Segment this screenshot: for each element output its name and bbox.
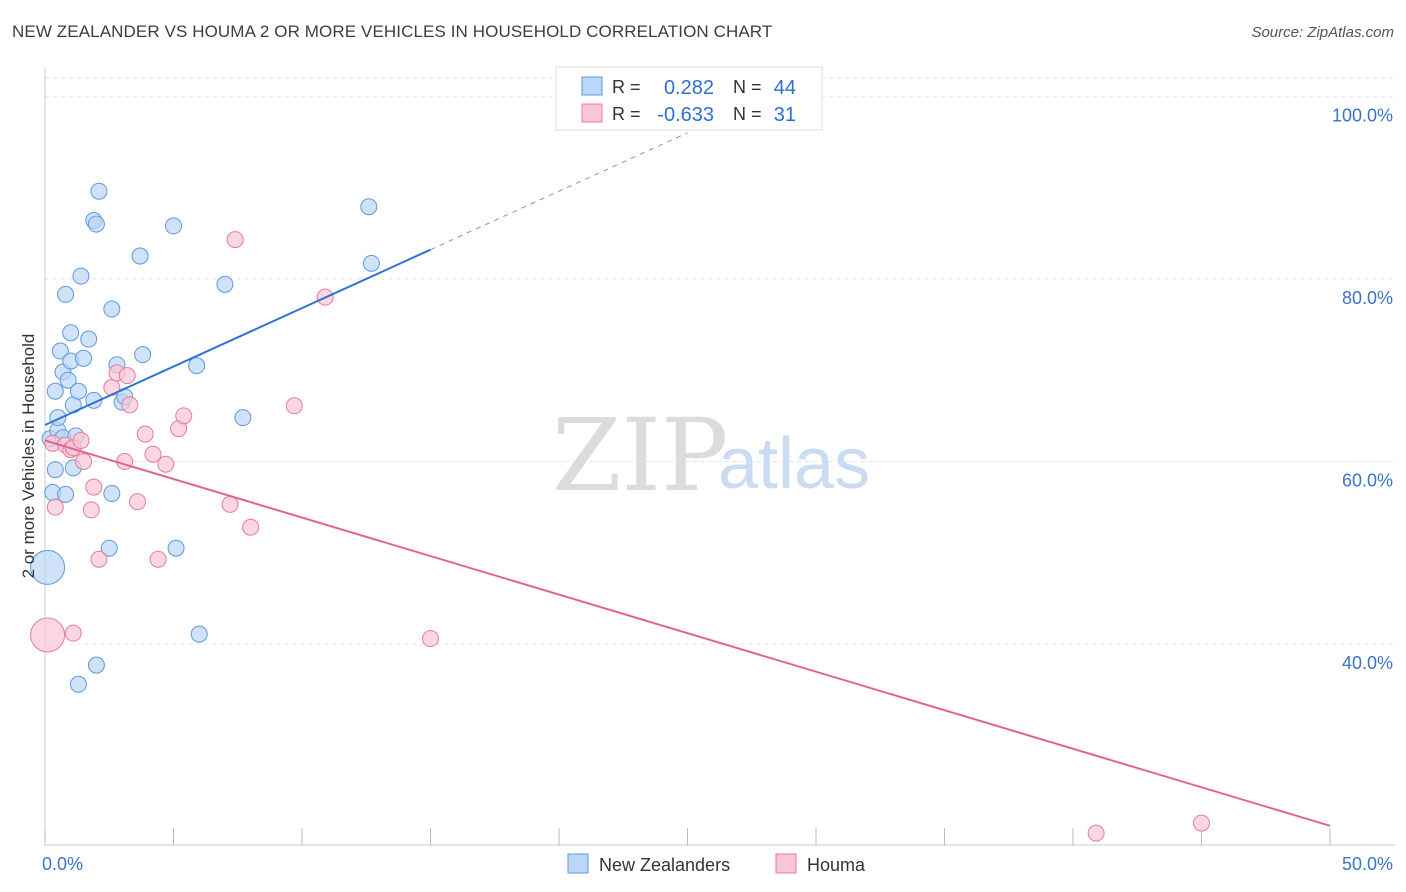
data-point: [59, 371, 77, 389]
data-point: [85, 478, 103, 496]
watermark-zip: ZIP: [552, 397, 728, 514]
stats-n-label-2: N =: [733, 104, 762, 124]
data-point: [75, 349, 93, 367]
data-point: [30, 549, 66, 585]
data-point: [157, 455, 175, 473]
trend-line-new-zealanders: [44, 248, 431, 426]
data-point: [129, 493, 147, 511]
y-tick-label: 40.0%: [1342, 653, 1393, 673]
y-tick-label: 60.0%: [1342, 471, 1393, 491]
data-point: [103, 300, 121, 318]
data-point: [51, 342, 69, 360]
stats-r-label-1: R =: [612, 77, 641, 97]
data-point: [46, 382, 64, 400]
stats-box: R = 0.282 N = 44 R = -0.633 N = 31: [555, 66, 823, 131]
data-point: [118, 367, 136, 385]
stats-n-value-2: 31: [774, 104, 796, 126]
data-point: [1193, 814, 1210, 832]
y-axis-label: 2 or more Vehicles in Household: [19, 334, 38, 579]
data-point: [64, 624, 82, 642]
data-point: [190, 625, 208, 643]
data-point: [46, 498, 64, 516]
data-point: [30, 617, 66, 653]
x-tick-label-min: 0.0%: [42, 854, 83, 874]
data-point: [69, 675, 87, 693]
data-point: [221, 495, 239, 513]
data-point: [100, 539, 118, 557]
x-tick-label-max: 50.0%: [1342, 854, 1393, 874]
data-point: [422, 630, 439, 648]
axes: [44, 68, 1395, 846]
series-houma: [30, 231, 1210, 842]
data-point: [226, 231, 244, 249]
stats-r-label-2: R =: [612, 104, 641, 124]
data-point: [188, 357, 206, 375]
data-point: [242, 518, 260, 536]
data-point: [144, 445, 162, 463]
data-point: [285, 397, 303, 415]
data-point: [234, 409, 252, 427]
stats-r-value-2: -0.633: [657, 104, 714, 126]
data-point: [75, 453, 93, 470]
trend-line-houma: [44, 439, 1331, 827]
data-point: [121, 396, 139, 414]
trend-lines: [44, 132, 1331, 827]
data-point: [80, 330, 98, 348]
data-point: [131, 247, 149, 265]
y-tick-label: 100.0%: [1332, 105, 1393, 125]
data-point: [360, 198, 378, 216]
data-point: [90, 182, 108, 200]
stats-n-value-1: 44: [774, 77, 796, 99]
data-point: [175, 407, 193, 425]
stats-r-value-1: 0.282: [664, 77, 714, 99]
legend-label-new-zealanders: New Zealanders: [599, 855, 730, 875]
data-point: [57, 285, 75, 303]
data-point: [69, 382, 87, 400]
data-point: [62, 324, 80, 342]
data-point: [90, 550, 108, 568]
legend-swatch-new-zealanders: [567, 853, 589, 874]
tick-labels: 40.0% 60.0% 80.0% 100.0% 0.0% 50.0%: [42, 105, 1393, 874]
y-tick-label: 80.0%: [1342, 288, 1393, 308]
data-point: [87, 656, 105, 674]
legend-swatch-houma: [775, 853, 797, 874]
data-point: [87, 215, 105, 233]
chart-title: NEW ZEALANDER VS HOUMA 2 OR MORE VEHICLE…: [12, 22, 773, 41]
watermark: ZIP atlas: [552, 397, 870, 514]
stats-n-label-1: N =: [733, 77, 762, 97]
source-credit: Source: ZipAtlas.com: [1251, 24, 1394, 41]
data-point: [149, 550, 167, 568]
data-point: [362, 254, 380, 272]
trend-line-new-zealanders-extension: [430, 132, 688, 251]
data-point: [82, 501, 100, 519]
stats-swatch-pink: [581, 103, 603, 123]
data-point: [165, 217, 182, 235]
data-point: [46, 461, 64, 479]
data-point: [134, 346, 152, 364]
stats-swatch-blue: [581, 76, 603, 96]
data-point: [136, 425, 154, 443]
data-point: [57, 485, 75, 503]
legend-label-houma: Houma: [807, 855, 866, 875]
data-point: [103, 484, 121, 502]
data-point: [72, 431, 90, 449]
data-point: [1087, 824, 1105, 842]
data-point: [216, 275, 234, 293]
grid-lines: [45, 77, 1395, 645]
data-point: [167, 539, 185, 557]
legend: New Zealanders Houma: [567, 853, 866, 875]
data-point: [72, 267, 90, 285]
watermark-atlas: atlas: [718, 424, 870, 504]
